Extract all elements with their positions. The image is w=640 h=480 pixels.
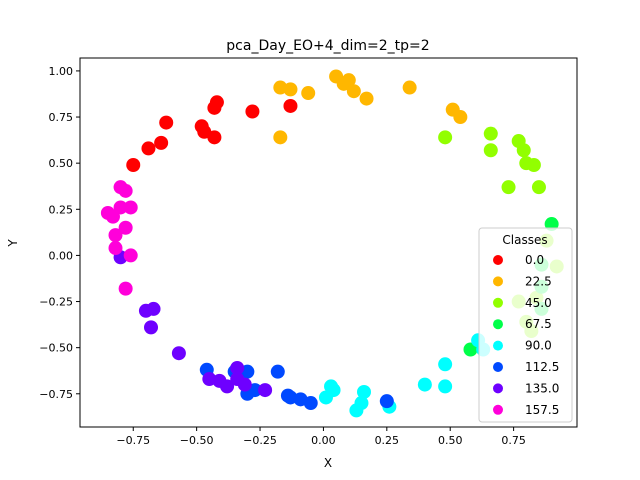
data-point	[379, 394, 394, 409]
data-point	[501, 180, 516, 195]
data-point	[108, 241, 123, 256]
legend-label: 157.5	[525, 403, 559, 417]
legend-marker	[493, 297, 503, 308]
legend-label: 22.5	[525, 274, 552, 288]
data-point	[438, 357, 453, 372]
data-point	[483, 126, 498, 141]
data-point	[146, 301, 161, 316]
x-tick-label: 0.75	[501, 434, 526, 447]
data-point	[318, 390, 333, 405]
y-tick-label: −0.75	[39, 388, 73, 401]
legend-marker	[493, 340, 503, 351]
y-tick-label: −0.25	[39, 296, 73, 309]
legend-label: 135.0	[525, 381, 559, 395]
data-point	[346, 84, 361, 99]
y-tick-label: 0.50	[49, 157, 74, 170]
legend-label: 112.5	[525, 360, 559, 374]
y-tick-label: 1.00	[49, 65, 74, 78]
legend-marker	[493, 404, 503, 415]
data-point	[303, 396, 318, 411]
data-point	[123, 200, 138, 215]
y-tick-label: 0.75	[49, 111, 74, 124]
data-point	[301, 86, 316, 101]
legend-marker	[493, 276, 503, 287]
data-point	[207, 130, 222, 145]
data-point	[359, 91, 374, 106]
data-point	[516, 143, 531, 158]
data-point	[113, 200, 128, 215]
legend-marker	[493, 383, 503, 394]
legend-entries: 0.0 22.5 45.0 67.5 90.0 112.5 135.0 157.5	[493, 253, 559, 417]
points-layer	[100, 69, 564, 418]
legend: Classes 0.0 22.5 45.0 67.5 90.0 112.5 135.0 157…	[478, 227, 573, 423]
data-point	[118, 281, 133, 296]
data-point	[245, 104, 260, 119]
legend-label: 45.0	[525, 296, 552, 310]
data-point	[270, 364, 285, 379]
plot-frame	[79, 57, 578, 428]
data-point	[283, 98, 298, 113]
data-point	[531, 180, 546, 195]
x-axis-label: X	[324, 456, 332, 470]
data-point	[324, 379, 339, 394]
data-point	[141, 141, 156, 156]
data-point	[154, 135, 169, 150]
x-tick-label: 0.00	[311, 434, 336, 447]
data-point	[526, 158, 541, 173]
data-point	[144, 320, 158, 335]
data-point	[105, 209, 120, 224]
y-axis-label: Y	[6, 239, 20, 248]
data-point	[438, 379, 453, 394]
data-point	[357, 384, 371, 399]
x-tick-label: 0.50	[438, 434, 463, 447]
data-point	[463, 342, 478, 357]
x-tick-label: 0.25	[375, 434, 400, 447]
chart-title: pca_Day_EO+4_dim=2_tp=2	[226, 38, 429, 54]
x-tick-label: −0.75	[116, 434, 150, 447]
data-point	[220, 379, 235, 394]
legend-label: 0.0	[525, 253, 544, 267]
data-point	[273, 130, 288, 145]
data-point	[118, 220, 133, 235]
data-point	[123, 248, 138, 263]
legend-frame	[478, 227, 573, 423]
data-point	[283, 82, 298, 97]
data-point	[209, 95, 224, 110]
data-point	[402, 80, 417, 95]
legend-title: Classes	[502, 233, 547, 247]
data-point	[483, 143, 498, 158]
y-tick-label: −0.50	[39, 342, 73, 355]
legend-marker	[493, 255, 503, 265]
data-point	[341, 73, 356, 88]
data-point	[237, 377, 252, 392]
x-axis-ticks: −0.75 −0.50 −0.25 0.00 0.25 0.50 0.75	[116, 427, 526, 447]
legend-label: 90.0	[525, 339, 552, 353]
legend-marker	[493, 362, 503, 372]
y-tick-label: 0.25	[49, 203, 74, 216]
data-point	[453, 110, 468, 125]
data-point	[349, 403, 364, 418]
x-tick-label: −0.25	[243, 434, 277, 447]
y-tick-label: 0.00	[49, 249, 74, 262]
x-tick-label: −0.50	[180, 434, 214, 447]
data-point	[171, 346, 186, 361]
data-point	[118, 183, 133, 198]
data-point	[230, 360, 245, 375]
legend-marker	[493, 319, 503, 330]
data-point	[159, 115, 174, 130]
data-point	[258, 383, 273, 398]
data-point	[417, 377, 432, 392]
legend-label: 67.5	[525, 317, 552, 331]
data-point	[108, 228, 123, 243]
data-point	[126, 158, 141, 173]
data-point	[438, 130, 453, 145]
y-axis-ticks: −0.75 −0.50 −0.25 0.00 0.25 0.50 0.75 1.00	[39, 65, 80, 401]
